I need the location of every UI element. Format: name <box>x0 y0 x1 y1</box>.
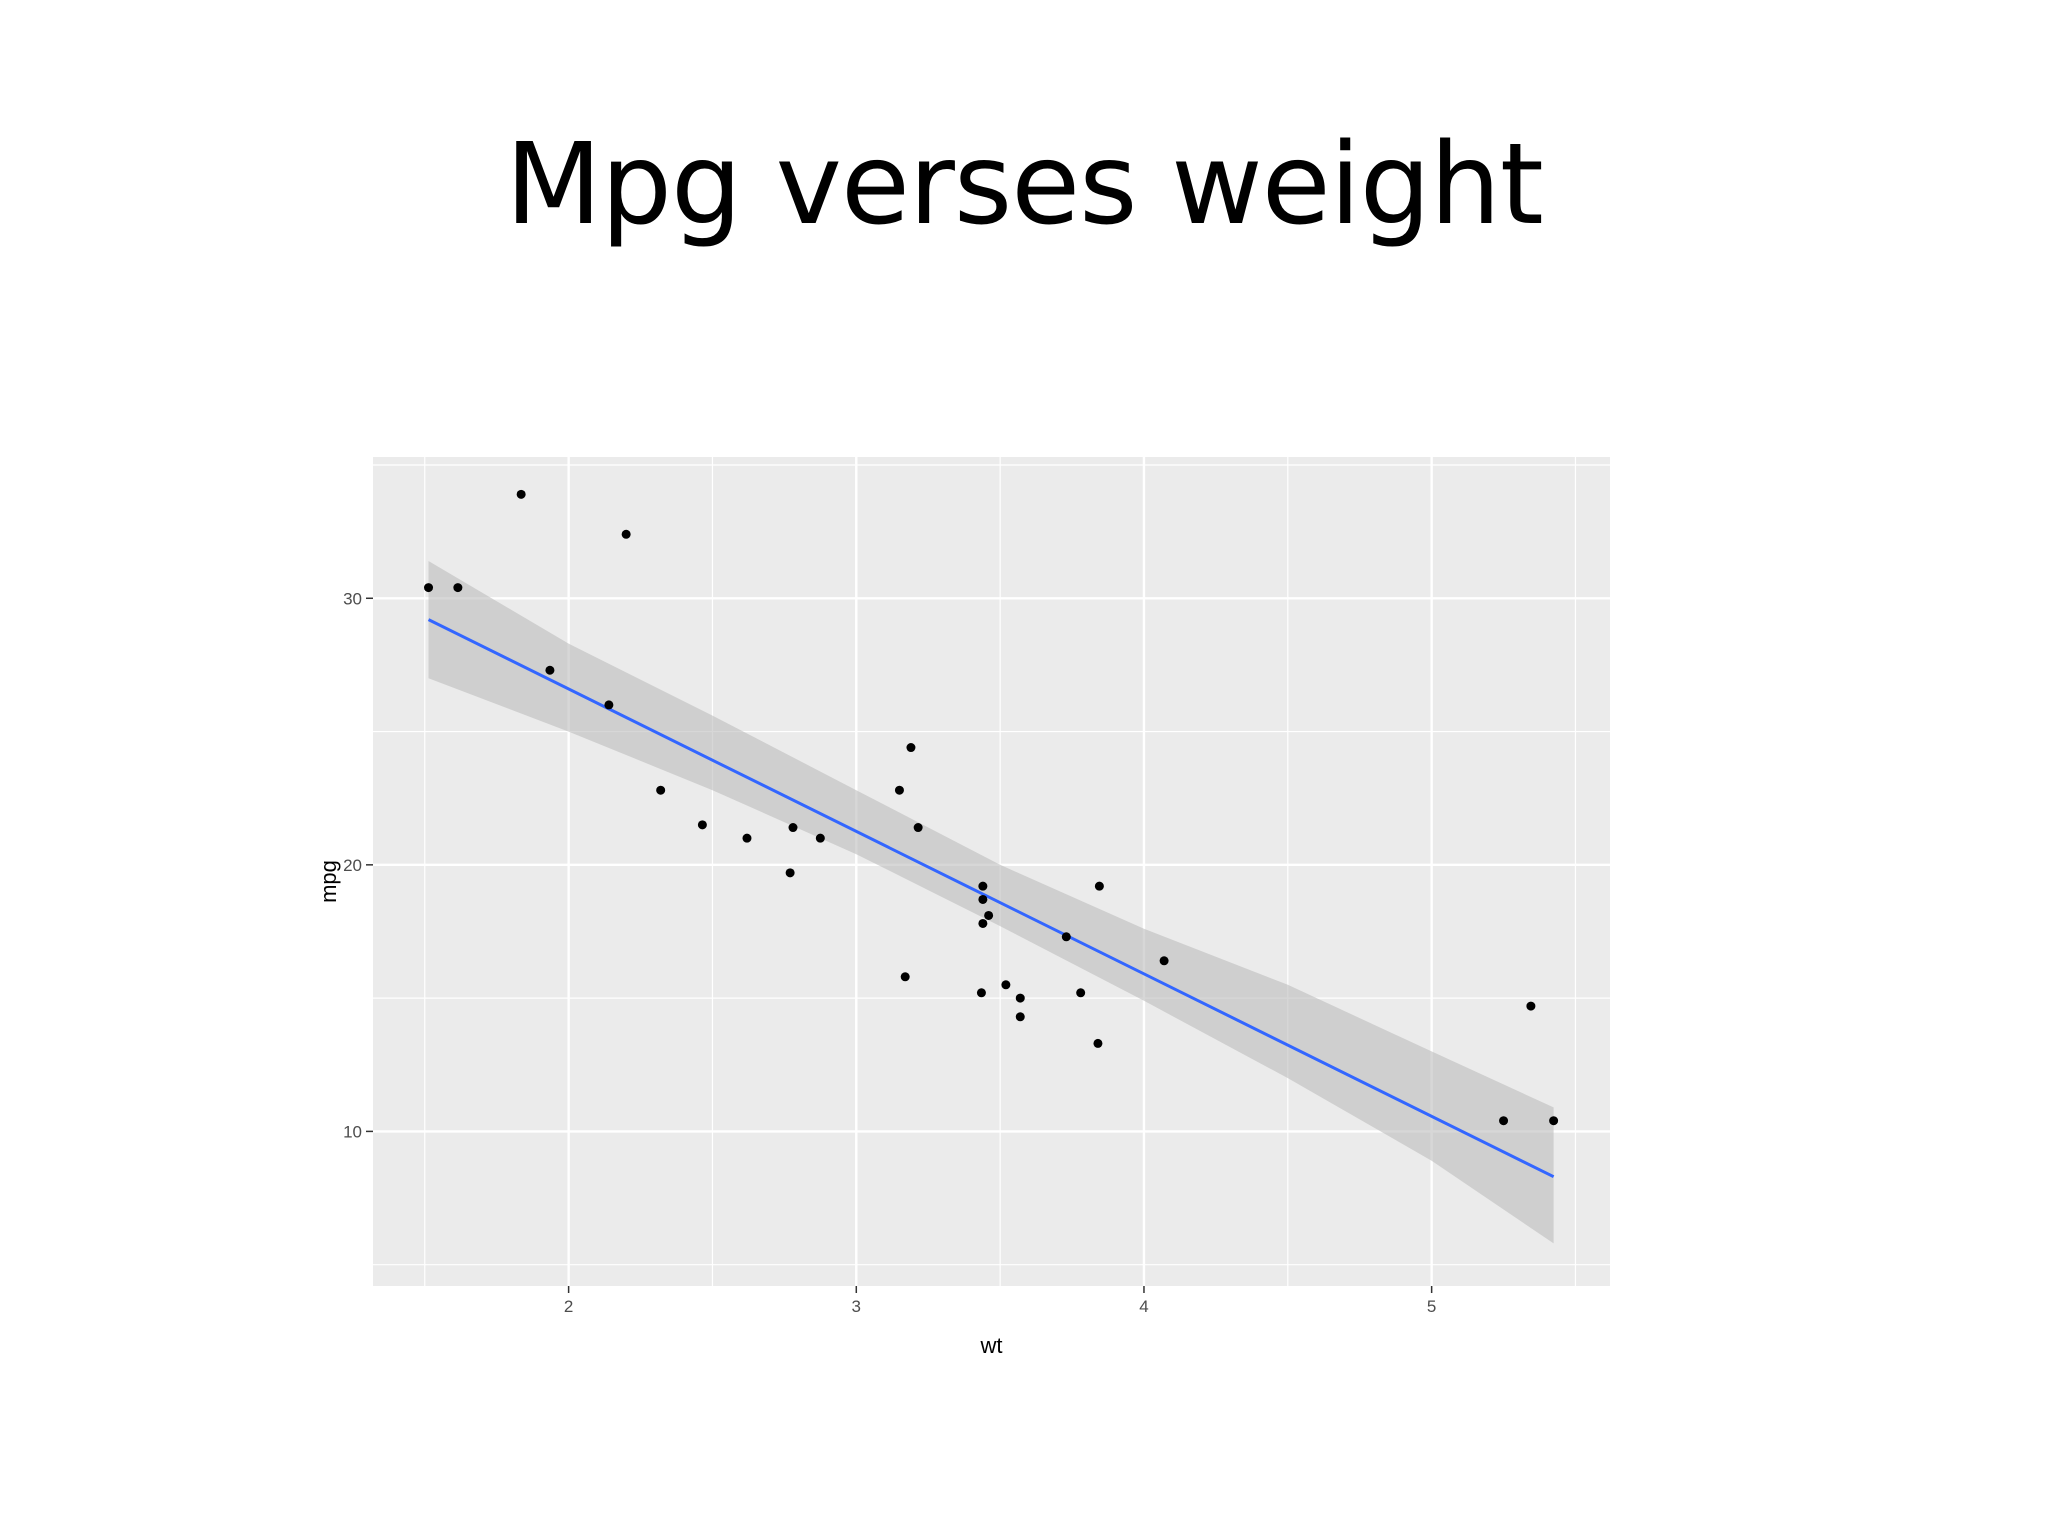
data-point <box>978 894 988 904</box>
data-point <box>1094 881 1104 891</box>
data-point <box>978 918 988 928</box>
y-axis-label: mpg <box>316 860 341 903</box>
data-point <box>976 988 986 998</box>
data-point <box>785 868 795 878</box>
x-tick-label: 2 <box>564 1297 573 1316</box>
x-axis-ticks: 2 3 4 5 <box>564 1286 1436 1316</box>
data-point <box>1015 1012 1025 1022</box>
data-point <box>453 583 463 593</box>
data-point <box>978 881 988 891</box>
data-point <box>697 820 707 830</box>
data-point <box>1093 1038 1103 1048</box>
confidence-band <box>428 561 1554 1244</box>
data-point <box>742 833 752 843</box>
y-tick-label: 10 <box>343 1122 362 1141</box>
data-point <box>1061 932 1071 942</box>
x-axis-label: wt <box>980 1333 1003 1358</box>
data-point <box>516 489 526 499</box>
data-points <box>424 489 1559 1126</box>
data-point <box>604 700 614 710</box>
data-point <box>1526 1001 1536 1011</box>
y-axis-ticks: 10 20 30 <box>343 589 373 1141</box>
data-point <box>1159 956 1169 966</box>
data-point <box>894 785 904 795</box>
regression-line <box>427 618 1555 1179</box>
data-point <box>788 823 798 833</box>
data-point <box>1015 993 1025 1003</box>
data-point <box>424 583 434 593</box>
x-tick-label: 3 <box>852 1297 861 1316</box>
y-tick-label: 20 <box>343 856 362 875</box>
data-point <box>1076 988 1086 998</box>
y-tick-label: 30 <box>343 589 362 608</box>
x-tick-label: 5 <box>1427 1297 1436 1316</box>
data-point <box>984 910 994 920</box>
data-point <box>900 972 910 982</box>
data-point <box>545 665 555 675</box>
data-point <box>1499 1116 1509 1126</box>
data-point <box>656 785 666 795</box>
data-point <box>1001 980 1011 990</box>
x-tick-label: 4 <box>1139 1297 1148 1316</box>
data-point <box>913 823 923 833</box>
data-point <box>906 743 916 753</box>
data-point <box>1549 1116 1559 1126</box>
data-point <box>815 833 825 843</box>
data-point <box>621 529 631 539</box>
slide-title: Mpg verses weight <box>505 120 1543 250</box>
